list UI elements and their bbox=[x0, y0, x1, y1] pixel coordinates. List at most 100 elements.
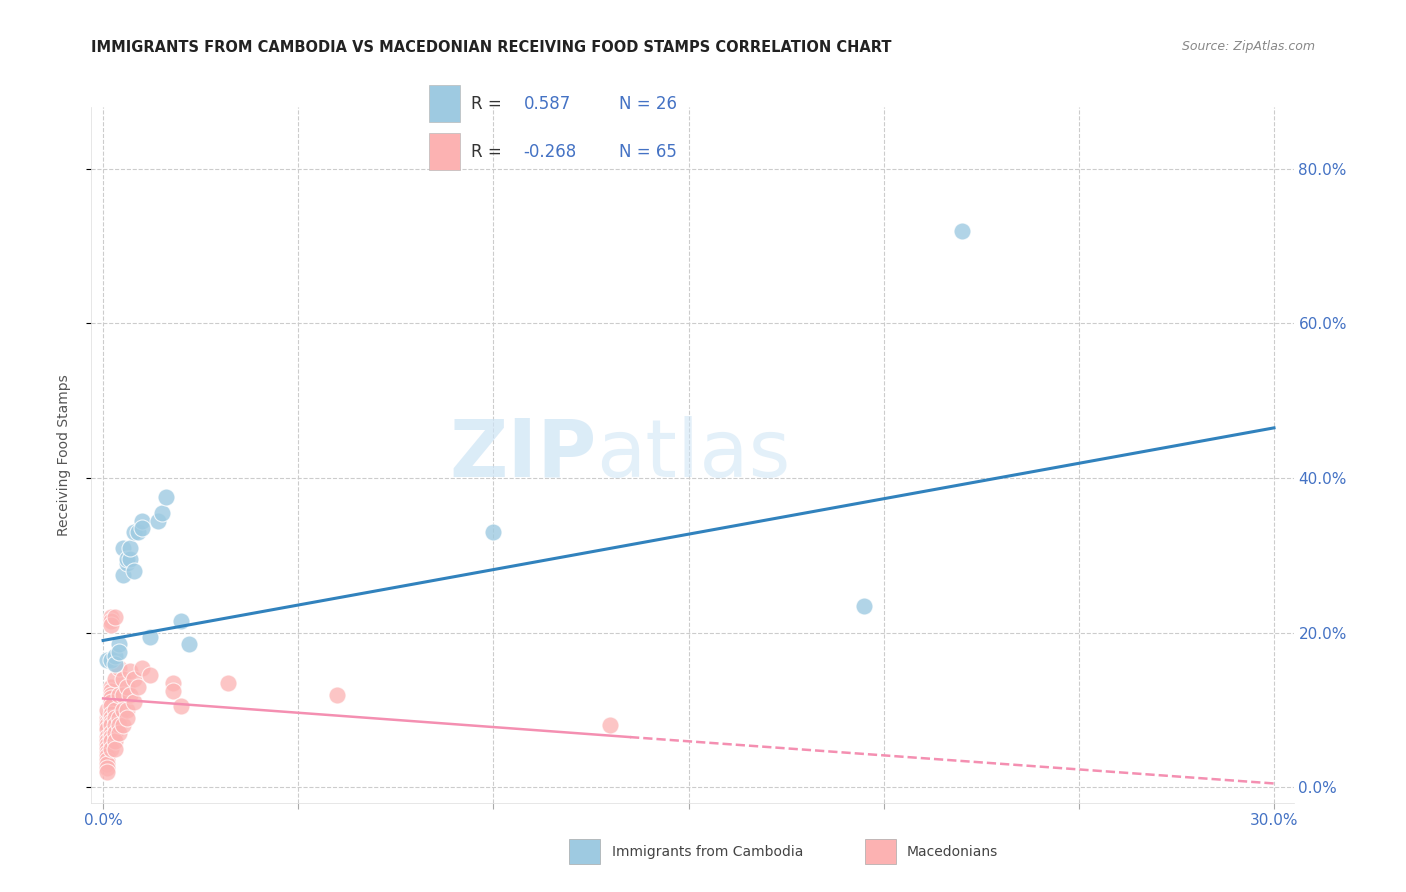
Point bbox=[950, 224, 973, 238]
Point bbox=[107, 637, 129, 651]
Point bbox=[170, 614, 193, 628]
Point bbox=[107, 711, 129, 725]
FancyBboxPatch shape bbox=[429, 85, 461, 122]
Point bbox=[104, 718, 127, 732]
Point bbox=[111, 703, 134, 717]
Point bbox=[162, 683, 184, 698]
Point bbox=[115, 711, 138, 725]
Point bbox=[131, 660, 153, 674]
Text: IMMIGRANTS FROM CAMBODIA VS MACEDONIAN RECEIVING FOOD STAMPS CORRELATION CHART: IMMIGRANTS FROM CAMBODIA VS MACEDONIAN R… bbox=[91, 40, 891, 55]
Point bbox=[326, 688, 349, 702]
Point bbox=[100, 734, 122, 748]
Point bbox=[100, 683, 122, 698]
Point bbox=[96, 749, 118, 764]
Point bbox=[100, 726, 122, 740]
Point bbox=[96, 703, 118, 717]
Point bbox=[100, 695, 122, 709]
Point bbox=[96, 741, 118, 756]
Point bbox=[124, 695, 146, 709]
Point bbox=[96, 718, 118, 732]
Point bbox=[100, 688, 122, 702]
Point bbox=[111, 718, 134, 732]
Point bbox=[139, 668, 162, 682]
Point bbox=[177, 637, 200, 651]
Point bbox=[104, 610, 127, 624]
Text: N = 65: N = 65 bbox=[619, 143, 676, 161]
Point bbox=[100, 618, 122, 632]
Point bbox=[104, 741, 127, 756]
Point bbox=[104, 672, 127, 686]
Point bbox=[162, 676, 184, 690]
Point bbox=[104, 711, 127, 725]
Point bbox=[127, 680, 149, 694]
Text: Immigrants from Cambodia: Immigrants from Cambodia bbox=[612, 845, 803, 859]
FancyBboxPatch shape bbox=[429, 133, 461, 170]
Point bbox=[96, 738, 118, 752]
Point bbox=[853, 599, 876, 613]
Point bbox=[104, 703, 127, 717]
Text: atlas: atlas bbox=[596, 416, 790, 494]
Point bbox=[131, 514, 153, 528]
Point bbox=[146, 514, 169, 528]
Point bbox=[96, 753, 118, 767]
Point bbox=[111, 541, 134, 555]
Point bbox=[104, 726, 127, 740]
Point bbox=[217, 676, 239, 690]
Point bbox=[107, 718, 129, 732]
Point bbox=[96, 714, 118, 729]
Point bbox=[96, 757, 118, 772]
Point bbox=[96, 711, 118, 725]
Point bbox=[104, 734, 127, 748]
Point bbox=[100, 610, 122, 624]
Text: Source: ZipAtlas.com: Source: ZipAtlas.com bbox=[1181, 40, 1315, 54]
Point bbox=[104, 648, 127, 663]
Y-axis label: Receiving Food Stamps: Receiving Food Stamps bbox=[56, 374, 70, 536]
Point bbox=[131, 521, 153, 535]
Point bbox=[100, 691, 122, 706]
Point bbox=[124, 525, 146, 540]
Point bbox=[115, 552, 138, 566]
Point bbox=[96, 734, 118, 748]
Text: -0.268: -0.268 bbox=[523, 143, 576, 161]
Point bbox=[96, 761, 118, 775]
Point bbox=[107, 688, 129, 702]
Point bbox=[111, 688, 134, 702]
Point bbox=[127, 525, 149, 540]
Point bbox=[482, 525, 505, 540]
Point bbox=[100, 714, 122, 729]
Point bbox=[150, 506, 173, 520]
Point bbox=[100, 711, 122, 725]
Text: ZIP: ZIP bbox=[449, 416, 596, 494]
Point bbox=[107, 645, 129, 659]
Text: R =: R = bbox=[471, 143, 508, 161]
Point bbox=[100, 730, 122, 744]
Point bbox=[115, 556, 138, 570]
Point bbox=[120, 688, 142, 702]
Point bbox=[96, 723, 118, 737]
Text: N = 26: N = 26 bbox=[619, 95, 676, 112]
Point bbox=[124, 672, 146, 686]
Point bbox=[107, 660, 129, 674]
Text: 0.587: 0.587 bbox=[523, 95, 571, 112]
Point bbox=[100, 653, 122, 667]
Point bbox=[100, 706, 122, 721]
Point bbox=[100, 699, 122, 714]
Point bbox=[599, 718, 621, 732]
Point bbox=[100, 614, 122, 628]
Point bbox=[155, 491, 177, 505]
Point bbox=[100, 718, 122, 732]
Point bbox=[96, 764, 118, 779]
Point bbox=[96, 653, 118, 667]
Point bbox=[107, 726, 129, 740]
Text: R =: R = bbox=[471, 95, 508, 112]
Point bbox=[111, 672, 134, 686]
Point bbox=[100, 680, 122, 694]
Point bbox=[96, 730, 118, 744]
Point bbox=[120, 665, 142, 679]
Point bbox=[115, 703, 138, 717]
Point bbox=[115, 680, 138, 694]
Point bbox=[96, 746, 118, 760]
Point bbox=[104, 657, 127, 671]
Point bbox=[111, 567, 134, 582]
Point bbox=[120, 541, 142, 555]
